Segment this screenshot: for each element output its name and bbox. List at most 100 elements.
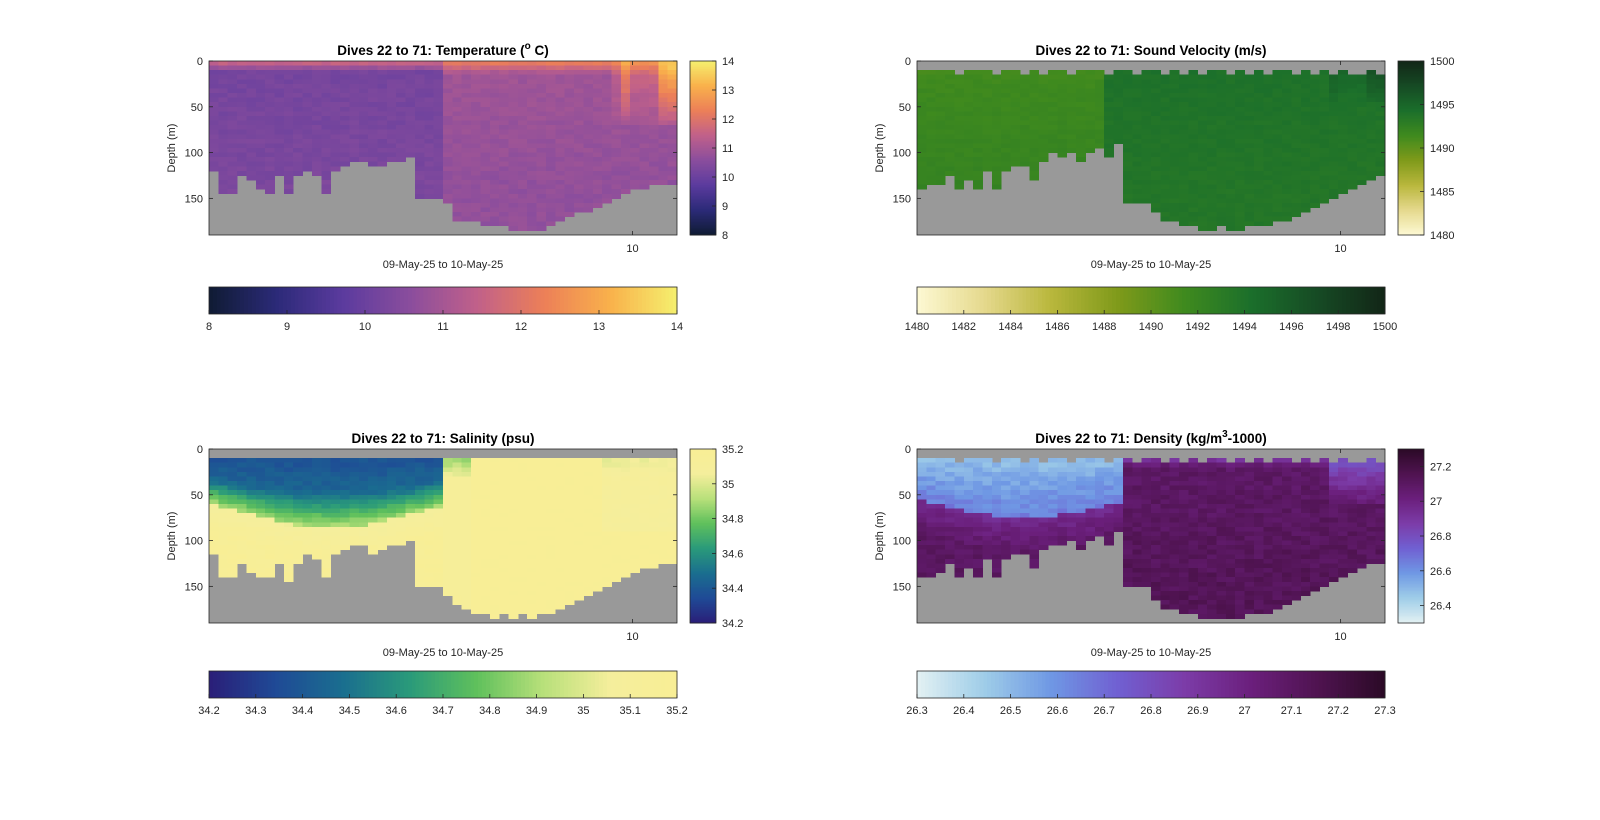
heatmap-cell (1076, 75, 1086, 80)
heatmap-cell (246, 472, 256, 477)
heatmap-cell (396, 481, 406, 486)
colorbar-swatch (630, 287, 634, 314)
colorbar-swatch (365, 287, 369, 314)
heatmap-cell (527, 93, 537, 98)
heatmap-cell (377, 486, 387, 491)
heatmap-cell (518, 509, 528, 514)
heatmap-cell (593, 509, 603, 514)
heatmap-cell (565, 458, 575, 463)
heatmap-cell (1376, 84, 1386, 89)
heatmap-cell (1366, 125, 1376, 130)
heatmap-cell (1338, 134, 1348, 139)
heatmap-cell (1310, 125, 1320, 130)
heatmap-cell (964, 98, 974, 103)
heatmap-cell (1366, 153, 1376, 158)
heatmap-cell (945, 148, 955, 153)
heatmap-cell (621, 157, 631, 162)
colorbar-swatch (1194, 287, 1198, 314)
heatmap-cell (1282, 70, 1292, 75)
heatmap-cell (452, 568, 462, 573)
heatmap-cell (490, 217, 500, 222)
heatmap-cell (424, 513, 434, 518)
heatmap-cell (1282, 111, 1292, 116)
heatmap-cell (209, 93, 219, 98)
heatmap-cell (546, 591, 556, 596)
heatmap-cell (321, 162, 331, 167)
heatmap-cell (452, 198, 462, 203)
heatmap-cell (537, 467, 547, 472)
heatmap-cell (396, 130, 406, 135)
colorbar-swatch (1276, 287, 1280, 314)
colorbar-swatch (568, 287, 572, 314)
heatmap-cell (1067, 93, 1077, 98)
heatmap-cell (1076, 111, 1086, 116)
heatmap-cell (1188, 88, 1198, 93)
heatmap-cell (537, 157, 547, 162)
heatmap-cell (1188, 75, 1198, 80)
heatmap-cell (499, 486, 509, 491)
heatmap-cell (312, 545, 322, 550)
heatmap-cell (983, 79, 993, 84)
heatmap-cell (640, 550, 650, 555)
heatmap-cell (546, 577, 556, 582)
heatmap-cell (1235, 102, 1245, 107)
heatmap-cell (480, 61, 490, 66)
heatmap-cell (1039, 130, 1049, 135)
heatmap-cell (593, 203, 603, 208)
heatmap-cell (1207, 148, 1217, 153)
heatmap-cell (499, 139, 509, 144)
heatmap-cell (256, 568, 266, 573)
heatmap-cell (284, 527, 294, 532)
heatmap-cell (1104, 107, 1114, 112)
heatmap-cell (471, 554, 481, 559)
heatmap-cell (649, 554, 659, 559)
heatmap-cell (1114, 102, 1124, 107)
heatmap-cell (1188, 121, 1198, 126)
heatmap-cell (265, 66, 275, 71)
heatmap-cell (583, 66, 593, 71)
heatmap-cell (471, 591, 481, 596)
heatmap-cell (434, 563, 444, 568)
heatmap-cell (602, 153, 612, 158)
heatmap-cell (452, 499, 462, 504)
heatmap-cell (973, 162, 983, 167)
heatmap-cell (537, 472, 547, 477)
heatmap-cell (1188, 171, 1198, 176)
heatmap-cell (462, 527, 472, 532)
heatmap-cell (926, 139, 936, 144)
heatmap-cell (1245, 84, 1255, 89)
heatmap-cell (1301, 102, 1311, 107)
heatmap-cell (537, 550, 547, 555)
heatmap-cell (284, 185, 294, 190)
heatmap-cell (602, 125, 612, 130)
heatmap-cell (1132, 121, 1142, 126)
heatmap-cell (1291, 88, 1301, 93)
heatmap-cell (1226, 189, 1236, 194)
heatmap-cell (992, 75, 1002, 80)
heatmap-cell (593, 102, 603, 107)
heatmap-cell (1142, 116, 1152, 121)
heatmap-cell (926, 157, 936, 162)
heatmap-cell (396, 153, 406, 158)
heatmap-cell (490, 125, 500, 130)
heatmap-cell (509, 162, 519, 167)
heatmap-cell (209, 486, 219, 491)
colorbar-swatch (225, 671, 229, 698)
heatmap-cell (565, 582, 575, 587)
heatmap-cell (1020, 107, 1030, 112)
heatmap-cell (349, 121, 359, 126)
heatmap-cell (275, 458, 285, 463)
heatmap-cell (1245, 217, 1255, 222)
heatmap-cell (593, 573, 603, 578)
heatmap-cell (434, 458, 444, 463)
heatmap-cell (1020, 116, 1030, 121)
heatmap-cell (1142, 185, 1152, 190)
heatmap-cell (621, 84, 631, 89)
heatmap-cell (1282, 153, 1292, 158)
heatmap-cell (218, 463, 228, 468)
heatmap-cell (1188, 189, 1198, 194)
heatmap-cell (452, 130, 462, 135)
heatmap-cell (1263, 93, 1273, 98)
heatmap-cell (1142, 166, 1152, 171)
heatmap-cell (537, 545, 547, 550)
